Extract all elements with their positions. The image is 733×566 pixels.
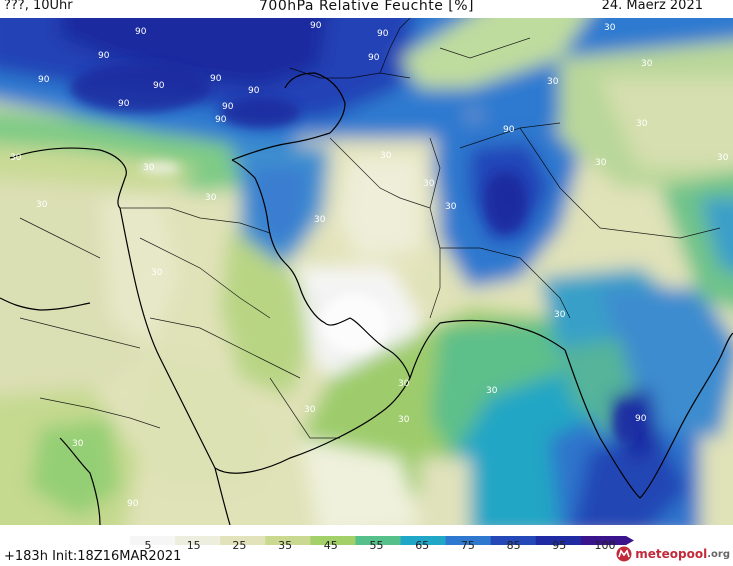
contour-label: 90 <box>368 53 380 63</box>
colorbar <box>130 530 634 545</box>
contour-label: 30 <box>547 77 559 87</box>
contour-label: 90 <box>153 81 165 91</box>
contour-label: 90 <box>377 29 389 39</box>
region-time-label: ???, 10Uhr <box>4 0 73 13</box>
colorbar-tick-label: 55 <box>369 539 384 552</box>
contour-label: 30 <box>423 179 435 189</box>
contour-label: 90 <box>127 499 139 509</box>
contour-label: 30 <box>143 163 155 173</box>
logo-text: meteopool <box>635 547 708 561</box>
contour-label: 90 <box>503 125 515 135</box>
colorbar-tick-label: 5 <box>144 539 152 552</box>
contour-label: 90 <box>310 21 322 31</box>
contour-label: 90 <box>248 86 260 96</box>
colorbar-tick-label: 95 <box>552 539 567 552</box>
colorbar-tick-label: 35 <box>278 539 293 552</box>
contour-label: 90 <box>222 102 234 112</box>
contour-label: 30 <box>380 151 392 161</box>
contour-label: 90 <box>210 74 222 84</box>
map-title: 700hPa Relative Feuchte [%] <box>259 0 474 14</box>
coastlines <box>0 72 733 526</box>
contour-label: 90 <box>118 99 130 109</box>
colorbar-tick-label: 25 <box>232 539 247 552</box>
logo-icon <box>616 546 632 562</box>
contour-label: 30 <box>595 158 607 168</box>
contour-label: 90 <box>215 115 227 125</box>
contour-label: 30 <box>398 379 410 389</box>
contour-label: 90 <box>98 51 110 61</box>
logo-suffix: .org <box>707 548 730 560</box>
contour-label: 30 <box>205 193 217 203</box>
valid-date: 24. Maerz 2021 <box>601 0 703 13</box>
contour-label: 30 <box>486 386 498 396</box>
contour-label: 30 <box>304 405 316 415</box>
meteopool-logo[interactable]: meteopool .org <box>616 545 730 563</box>
contour-label: 30 <box>717 153 729 163</box>
contour-label: 30 <box>554 310 566 320</box>
borders <box>19 17 721 439</box>
header-bar: ???, 10Uhr 700hPa Relative Feuchte [%] 2… <box>0 0 733 18</box>
forecast-run-info: +183h Init:18Z16MAR2021 <box>4 549 182 564</box>
contour-label: 30 <box>636 119 648 129</box>
contour-label: 90 <box>135 27 147 37</box>
contour-label: 30 <box>36 200 48 210</box>
contour-label: 90 <box>635 414 647 424</box>
colorbar-tick-label: 15 <box>186 539 201 552</box>
contour-labels: 90 90 90 90 90 90 90 90 90 90 90 90 90 30 30 30 30 30 30 30… <box>10 21 729 509</box>
colorbar-tick-label: 85 <box>506 539 521 552</box>
contour-label: 90 <box>38 75 50 85</box>
contour-label: 30 <box>10 153 22 163</box>
contour-label: 30 <box>72 439 84 449</box>
contour-label: 30 <box>151 268 163 278</box>
colorbar-tick-label: 65 <box>415 539 430 552</box>
contour-label: 30 <box>604 23 616 33</box>
colorbar-tick-label: 100 <box>594 539 616 552</box>
contour-label: 30 <box>641 59 653 69</box>
footer-bar: +183h Init:18Z16MAR2021 meteopool .org <box>0 525 733 566</box>
colorbar-tick-label: 45 <box>323 539 338 552</box>
contour-label: 30 <box>398 415 410 425</box>
contour-label: 30 <box>314 215 326 225</box>
contour-label: 30 <box>445 202 457 212</box>
colorbar-tick-label: 75 <box>460 539 475 552</box>
